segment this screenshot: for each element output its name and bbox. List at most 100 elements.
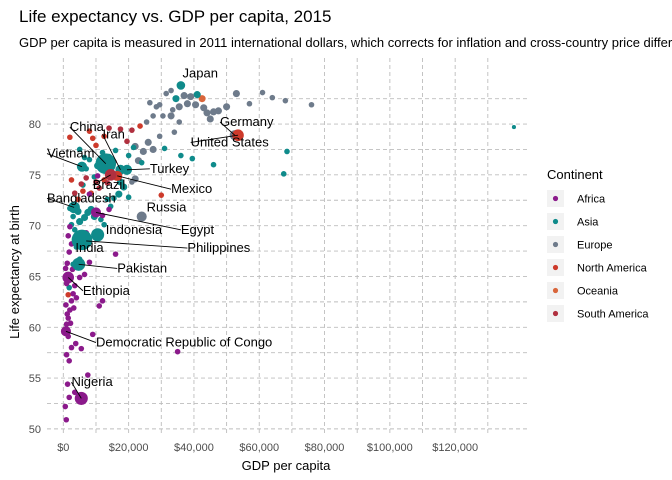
data-point [66, 394, 73, 401]
data-point [169, 107, 176, 113]
data-point [76, 218, 84, 226]
data-point [144, 138, 152, 146]
data-point [284, 148, 290, 155]
data-point [180, 92, 188, 100]
data-point [189, 155, 196, 162]
data-points [60, 81, 516, 423]
data-point [161, 145, 168, 152]
data-point [70, 305, 77, 311]
label-leader-line [67, 277, 84, 292]
data-point [269, 94, 276, 101]
data-point [129, 179, 135, 185]
data-point [83, 175, 89, 181]
data-point [94, 173, 101, 179]
data-point [63, 416, 70, 423]
data-point [111, 195, 117, 202]
y-axis-label: Life expectancy at birth [7, 205, 22, 339]
data-point [72, 340, 79, 347]
country-label: Egypt [181, 222, 215, 237]
y-tick-label: 65 [29, 271, 41, 283]
country-label: United States [191, 134, 270, 149]
data-point [96, 303, 103, 309]
data-point [67, 320, 74, 327]
data-point [85, 372, 91, 378]
x-tick-label: $120,000 [432, 442, 478, 454]
country-label: Brazil [93, 177, 126, 192]
x-tick-label: $40,000 [174, 442, 214, 454]
label-leader-line [46, 197, 75, 208]
data-point [183, 100, 191, 108]
data-point [138, 159, 145, 166]
data-point [106, 125, 112, 131]
legend-label: Europe [577, 240, 612, 252]
data-point [143, 119, 150, 125]
legend-key [552, 241, 559, 248]
country-label: Mexico [171, 181, 212, 196]
label-leader-line [102, 134, 121, 170]
legend-label: North America [577, 263, 648, 275]
data-point [104, 196, 111, 203]
data-point [96, 185, 103, 191]
country-label: Bangladesh [47, 190, 116, 205]
data-point [178, 152, 184, 159]
country-label: Turkey [150, 161, 190, 176]
data-point [124, 138, 130, 145]
data-point [206, 115, 214, 123]
legend-items: Africa Asia Europe North America Oceania Sout… [547, 190, 649, 322]
data-point [175, 103, 183, 111]
data-point [129, 127, 135, 133]
country-label: Democratic Republic of Congo [96, 335, 272, 350]
y-tick-label: 70 [29, 221, 41, 233]
labeled-point [91, 228, 105, 242]
data-point [117, 126, 124, 132]
legend-label: South America [577, 309, 649, 321]
data-point [63, 302, 69, 308]
data-point [71, 389, 78, 396]
data-point [210, 161, 217, 168]
data-point [139, 147, 147, 156]
label-leader-line [95, 212, 181, 231]
x-tick-label: $20,000 [109, 442, 149, 454]
data-point [203, 109, 211, 117]
legend: Continent Africa Asia Europe North America O… [547, 167, 649, 322]
data-point [172, 95, 180, 103]
legend-label: Oceania [577, 286, 619, 298]
legend-key [552, 310, 559, 317]
country-label: Germany [220, 114, 274, 129]
legend-title: Continent [547, 167, 603, 182]
data-point [125, 194, 132, 201]
data-point [84, 208, 92, 217]
y-tick-label: 60 [29, 322, 41, 334]
data-point [71, 190, 78, 196]
data-point [64, 311, 71, 317]
data-point [156, 133, 163, 140]
data-point [198, 95, 206, 103]
data-point [86, 156, 93, 163]
data-point [66, 249, 73, 255]
label-leader-line [190, 134, 239, 143]
data-point [93, 142, 99, 149]
legend-key [552, 218, 559, 225]
labeled-point [136, 211, 147, 222]
label-leader-line [126, 168, 150, 171]
label-leader-line [92, 174, 111, 186]
label-leader-line [219, 121, 236, 136]
x-tick-label: $60,000 [239, 442, 279, 454]
data-point [75, 196, 81, 203]
y-tick-label: 50 [29, 424, 41, 436]
label-leader-line [117, 175, 172, 190]
country-label: Iran [103, 126, 125, 141]
y-axis-ticks: 50 55 60 65 70 75 80 [29, 119, 41, 436]
data-point [68, 344, 75, 351]
data-point [168, 87, 174, 94]
y-tick-label: 75 [29, 170, 41, 182]
data-point [89, 331, 96, 338]
label-leader-line [86, 240, 188, 249]
labeled-point [90, 207, 102, 218]
data-point [280, 171, 287, 177]
data-point [76, 146, 83, 153]
data-point [160, 113, 166, 119]
data-point [93, 179, 99, 185]
country-label: Russia [147, 199, 188, 214]
